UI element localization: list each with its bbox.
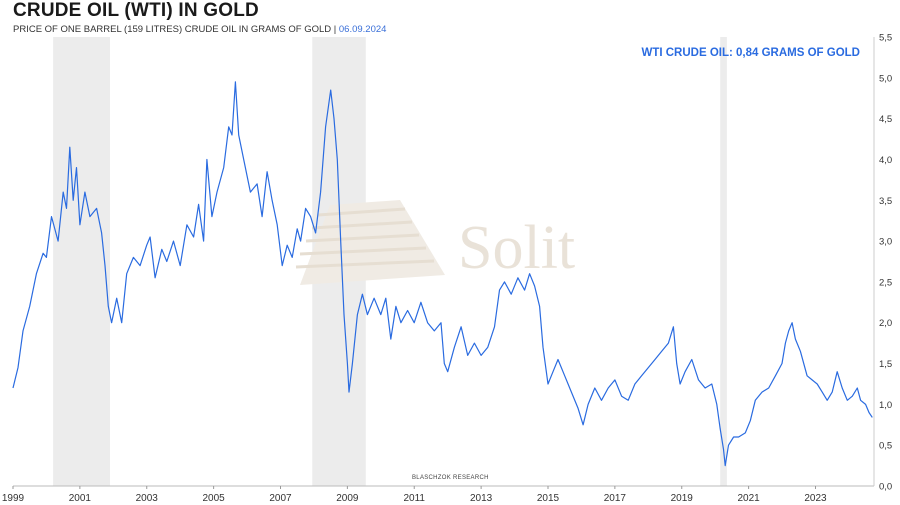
y-tick-label: 1,0 (879, 400, 892, 411)
watermark-logo-stripe (305, 233, 420, 243)
x-tick-label: 2015 (537, 493, 560, 504)
solit-watermark: Solit (295, 200, 575, 285)
current-value-annotation: WTI CRUDE OIL: 0,84 GRAMS OF GOLD (641, 47, 860, 59)
x-tick-label: 2003 (136, 493, 159, 504)
watermark-logo-stripe (295, 259, 435, 269)
y-tick-label: 0,0 (879, 482, 892, 493)
watermark-logo-stripe (311, 220, 413, 230)
y-axis: 0,0 0,5 1,0 1,5 2,0 2,5 3,0 3,5 4,0 4,5 5,0 5,5 (879, 33, 892, 493)
x-tick-label: 1999 (2, 493, 25, 504)
x-tick-label: 2021 (737, 493, 760, 504)
y-tick-label: 5,5 (879, 33, 892, 44)
y-tick-label: 2,0 (879, 318, 892, 329)
series-line-wti-in-gold (12, 81, 873, 467)
x-tick-label: 2017 (604, 493, 627, 504)
x-tick-label: 2001 (69, 493, 92, 504)
y-tick-label: 2,5 (879, 277, 892, 288)
chart-subtitle: PRICE OF ONE BARREL (159 LITRES) CRUDE O… (13, 24, 386, 35)
x-tick-label: 2007 (269, 493, 292, 504)
watermark-logo-stripe (299, 246, 427, 256)
x-tick-label: 2011 (403, 493, 425, 504)
y-tick-label: 3,0 (879, 237, 892, 248)
y-tick-label: 0,5 (879, 441, 892, 452)
y-tick-label: 4,0 (879, 155, 892, 166)
x-axis: 1999 2001 2003 2005 2007 2009 2011 2013 2015 2017… (2, 486, 827, 504)
x-tick-label: 2013 (470, 493, 493, 504)
chart-date: 06.09.2024 (338, 24, 387, 35)
subtitle-separator: | (333, 24, 337, 35)
x-tick-label: 2009 (336, 493, 359, 504)
y-tick-label: 3,5 (879, 196, 892, 207)
x-tick-label: 2005 (202, 493, 225, 504)
y-tick-label: 4,5 (879, 114, 892, 125)
chart-title: CRUDE OIL (WTI) IN GOLD (13, 0, 259, 21)
y-tick-label: 1,5 (879, 359, 892, 370)
y-tick-label: 5,0 (879, 73, 892, 84)
shaded-period (720, 37, 727, 486)
source-label: BLASCHZOK RESEARCH (412, 475, 489, 481)
watermark-logo-stripe (317, 207, 406, 217)
watermark-text: Solit (458, 214, 575, 282)
x-tick-label: 2019 (671, 493, 694, 504)
subtitle-text: PRICE OF ONE BARREL (159 LITRES) CRUDE O… (13, 24, 332, 35)
x-tick-label: 2023 (804, 493, 827, 504)
shaded-period (53, 37, 110, 486)
